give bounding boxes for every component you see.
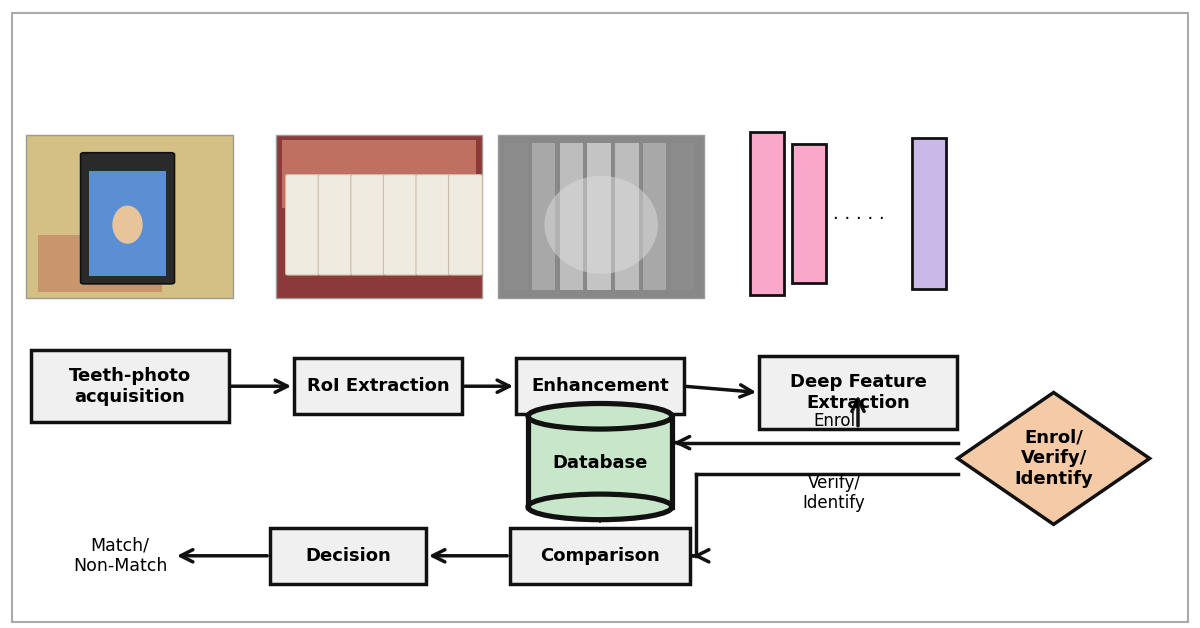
FancyBboxPatch shape <box>792 144 826 283</box>
Text: Comparison: Comparison <box>540 547 660 565</box>
FancyBboxPatch shape <box>318 175 352 275</box>
Text: Match/
Non-Match: Match/ Non-Match <box>73 536 167 575</box>
FancyBboxPatch shape <box>504 143 528 290</box>
FancyBboxPatch shape <box>671 143 695 290</box>
FancyBboxPatch shape <box>276 135 482 298</box>
FancyBboxPatch shape <box>270 528 426 584</box>
Text: Enhancement: Enhancement <box>532 377 668 395</box>
Text: Enrol/
Verify/
Identify: Enrol/ Verify/ Identify <box>1014 429 1093 488</box>
FancyBboxPatch shape <box>80 153 174 284</box>
FancyBboxPatch shape <box>516 358 684 414</box>
Text: Deep Feature
Extraction: Deep Feature Extraction <box>790 373 926 412</box>
FancyBboxPatch shape <box>758 356 958 428</box>
Text: Enrol: Enrol <box>812 412 856 430</box>
FancyBboxPatch shape <box>528 416 672 507</box>
Text: Database: Database <box>552 454 648 472</box>
Text: RoI Extraction: RoI Extraction <box>307 377 449 395</box>
Ellipse shape <box>545 176 658 274</box>
FancyBboxPatch shape <box>532 143 556 290</box>
FancyBboxPatch shape <box>89 171 166 276</box>
FancyBboxPatch shape <box>559 143 583 290</box>
FancyBboxPatch shape <box>616 143 638 290</box>
FancyBboxPatch shape <box>350 175 384 275</box>
FancyBboxPatch shape <box>294 358 462 414</box>
Ellipse shape <box>113 205 143 244</box>
FancyBboxPatch shape <box>282 140 476 208</box>
Ellipse shape <box>528 494 672 519</box>
Text: Decision: Decision <box>305 547 391 565</box>
FancyBboxPatch shape <box>286 175 319 275</box>
FancyBboxPatch shape <box>587 143 611 290</box>
Ellipse shape <box>528 404 672 429</box>
FancyBboxPatch shape <box>643 143 666 290</box>
FancyBboxPatch shape <box>38 235 162 292</box>
Text: Teeth-photo
acquisition: Teeth-photo acquisition <box>68 367 191 406</box>
Polygon shape <box>958 392 1150 524</box>
FancyBboxPatch shape <box>510 528 690 584</box>
FancyBboxPatch shape <box>416 175 450 275</box>
FancyBboxPatch shape <box>449 175 482 275</box>
Text: Verify/
Identify: Verify/ Identify <box>803 474 865 512</box>
FancyBboxPatch shape <box>31 350 228 422</box>
FancyBboxPatch shape <box>383 175 418 275</box>
FancyBboxPatch shape <box>750 132 784 295</box>
FancyBboxPatch shape <box>26 135 233 298</box>
FancyBboxPatch shape <box>912 138 946 289</box>
Text: . . . . .: . . . . . <box>833 205 886 222</box>
FancyBboxPatch shape <box>498 135 704 298</box>
